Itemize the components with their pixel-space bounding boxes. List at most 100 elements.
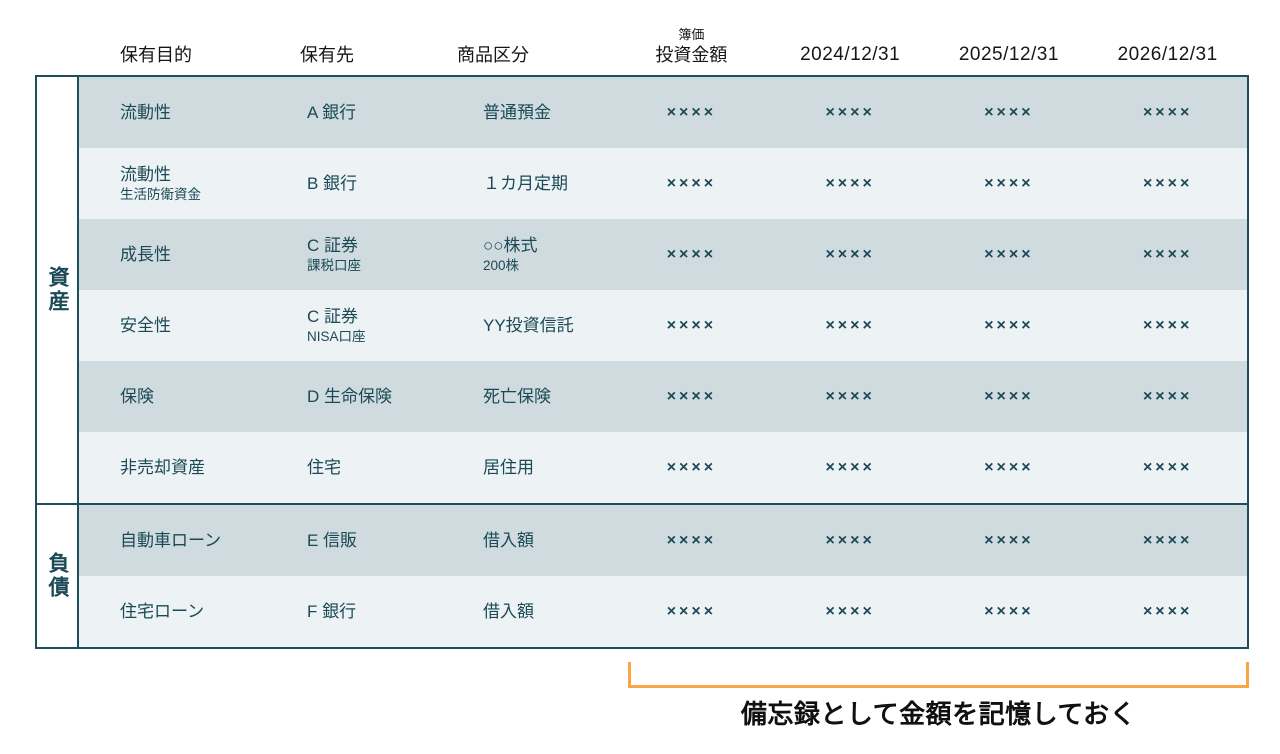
- memo-text: 備忘録として金額を記憶しておく: [740, 699, 1137, 729]
- cell-value-0: ××××: [666, 103, 717, 121]
- cell-value-2: ××××: [984, 458, 1034, 476]
- cell-value-2: ××××: [984, 531, 1034, 549]
- cell-value-0: ××××: [666, 245, 717, 263]
- cell-holder: C 証券課税口座: [266, 235, 442, 275]
- table-section: 資産 流動性 A 銀行 普通預金 ×××× ×××× ×××× ×××× 流動性生活防衛資金 B …: [37, 77, 1247, 505]
- cell-value-0: ××××: [666, 387, 717, 405]
- cell-holder-main: C 証券: [307, 306, 358, 326]
- cell-purpose: 保険: [79, 386, 266, 407]
- cell-purpose: 流動性 生活防衛資金: [79, 164, 266, 204]
- cell-value-2: ××××: [984, 174, 1034, 192]
- book-value-label: 投資金額: [655, 45, 728, 66]
- column-header-product: 商品区分: [457, 45, 529, 66]
- cell-product-main: 借入額: [483, 601, 534, 621]
- cell-product-main: １カ月定期: [483, 173, 568, 193]
- cell-holder: C 証券 NISA口座: [266, 306, 442, 346]
- column-header-date-2025: 2025/12/31: [958, 44, 1059, 66]
- cell-product-main: 居住用: [483, 457, 534, 477]
- section-rows: 流動性 A 銀行 普通預金 ×××× ×××× ×××× ×××× 流動性生活防衛資金 B 銀行…: [79, 77, 1247, 503]
- cell-holder: D 生命保険: [266, 386, 442, 407]
- cell-holder: B 銀行: [266, 173, 442, 194]
- cell-value-0: ××××: [666, 316, 717, 334]
- cell-holder-main: D 生命保険: [307, 386, 392, 406]
- cell-purpose-main: 流動性: [120, 102, 171, 122]
- cell-product: 借入額: [442, 530, 612, 551]
- cell-holder-main: 住宅: [307, 457, 341, 477]
- column-header-date-2024: 2024/12/31: [800, 44, 901, 66]
- cell-product-main: 死亡保険: [483, 386, 551, 406]
- cell-value-3: ××××: [1142, 602, 1193, 620]
- table-row: 住宅ローン F 銀行 借入額 ×××× ×××× ×××× ××××: [79, 576, 1247, 647]
- cell-purpose-main: 安全性: [120, 315, 171, 335]
- cell-value-1: ××××: [825, 458, 875, 476]
- cell-purpose-main: 非売却資産: [120, 457, 205, 477]
- cell-value-0: ××××: [666, 458, 717, 476]
- section-label: 負債: [37, 505, 79, 647]
- cell-holder: E 信販: [266, 530, 442, 551]
- cell-product-main: 借入額: [483, 530, 534, 550]
- column-header-purpose: 保有目的: [120, 45, 192, 66]
- cell-holder-main: B 銀行: [307, 173, 358, 193]
- cell-product: 死亡保険: [442, 386, 612, 407]
- cell-purpose: 成長性: [79, 244, 266, 265]
- cell-purpose-sub: 生活防衛資金: [120, 186, 201, 202]
- column-header-holder: 保有先: [300, 45, 354, 66]
- table-row: 自動車ローン E 信販 借入額 ×××× ×××× ×××× ××××: [79, 505, 1247, 576]
- cell-purpose: 非売却資産: [79, 457, 266, 478]
- cell-value-0: ××××: [666, 531, 717, 549]
- table-row: 安全性 C 証券 NISA口座 YY投資信託 ×××× ×××× ×××× ××××: [79, 290, 1247, 361]
- cell-product: １カ月定期: [442, 173, 612, 194]
- cell-value-1: ××××: [825, 387, 875, 405]
- cell-value-1: ××××: [825, 316, 875, 334]
- cell-product: 居住用: [442, 457, 612, 478]
- table-row: 流動性生活防衛資金 B 銀行 １カ月定期 ×××× ×××× ×××× ××××: [79, 148, 1247, 219]
- cell-product: 普通預金: [442, 102, 612, 123]
- section-label: 資産: [37, 77, 79, 503]
- cell-purpose-main: 保険: [120, 386, 154, 406]
- cell-value-1: ××××: [825, 602, 875, 620]
- cell-purpose: 住宅ローン: [79, 601, 266, 622]
- cell-holder: A 銀行: [266, 102, 442, 123]
- cell-value-3: ××××: [1142, 103, 1193, 121]
- cell-product-main: YY投資信託: [483, 315, 574, 335]
- column-header-book-value: 簿価 投資金額: [612, 27, 771, 68]
- cell-value-1: ××××: [825, 531, 875, 549]
- cell-value-2: ××××: [984, 602, 1034, 620]
- cell-holder: 住宅: [266, 457, 442, 478]
- table-row: 非売却資産 住宅 居住用 ×××× ×××× ×××× ××××: [79, 432, 1247, 503]
- cell-product: 借入額: [442, 601, 612, 622]
- cell-holder-main: F 銀行: [307, 601, 357, 621]
- table-row: 保険 D 生命保険 死亡保険 ×××× ×××× ×××× ××××: [79, 361, 1247, 432]
- cell-value-0: ××××: [666, 174, 717, 192]
- cell-holder-sub: 課税口座: [307, 257, 361, 273]
- cell-holder-sub: NISA口座: [307, 328, 366, 344]
- cell-value-3: ××××: [1142, 316, 1193, 334]
- column-header-date-2026: 2026/12/31: [1117, 44, 1218, 66]
- cell-product: ○○株式 200株: [442, 235, 612, 275]
- cell-purpose: 自動車ローン: [79, 530, 266, 551]
- cell-value-3: ××××: [1142, 174, 1193, 192]
- table-row: 流動性 A 銀行 普通預金 ×××× ×××× ×××× ××××: [79, 77, 1247, 148]
- cell-product-main: ○○株式: [483, 235, 538, 255]
- cell-value-3: ××××: [1142, 387, 1193, 405]
- book-value-sublabel: 簿価: [678, 27, 705, 43]
- cell-purpose-main: 流動性: [120, 164, 171, 184]
- cell-value-2: ××××: [984, 103, 1034, 121]
- table-header: 保有目的 保有先 商品区分 簿価 投資金額 2024/12/31 2025/12…: [79, 16, 1247, 68]
- cell-value-3: ××××: [1142, 458, 1193, 476]
- cell-value-1: ××××: [825, 103, 875, 121]
- cell-holder: F 銀行: [266, 601, 442, 622]
- cell-value-2: ××××: [984, 387, 1034, 405]
- cell-purpose-main: 住宅ローン: [120, 601, 205, 621]
- cell-value-2: ××××: [984, 245, 1034, 263]
- cell-product-sub: 200株: [483, 257, 520, 273]
- cell-value-0: ××××: [666, 602, 717, 620]
- cell-value-3: ××××: [1142, 245, 1193, 263]
- cell-value-1: ××××: [825, 245, 875, 263]
- cell-value-1: ××××: [825, 174, 875, 192]
- cell-purpose-main: 自動車ローン: [120, 530, 222, 550]
- cell-value-3: ××××: [1142, 531, 1193, 549]
- table-row: 成長性 C 証券 課税口座 ○○株式 200株 ×××× ×××× ×××× ××××: [79, 219, 1247, 290]
- cell-holder-main: C 証券: [307, 235, 358, 255]
